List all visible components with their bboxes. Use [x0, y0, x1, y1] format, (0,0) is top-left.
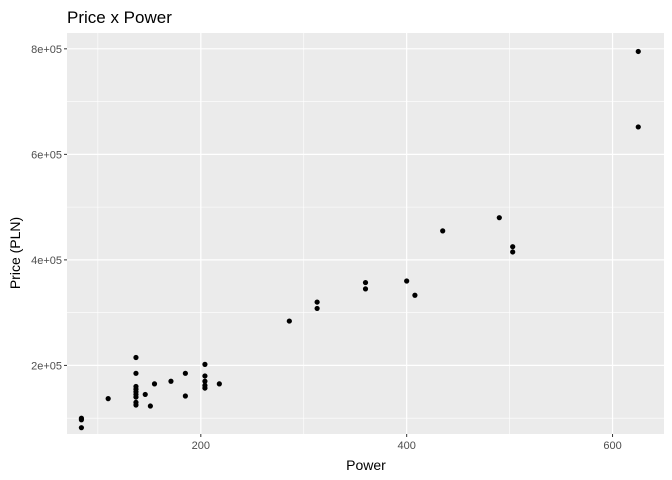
- data-point: [216, 381, 222, 387]
- y-tick-label: 6e+05: [31, 149, 62, 161]
- plot-panel: [67, 33, 664, 434]
- x-tick-label: 400: [397, 440, 415, 452]
- data-point: [314, 299, 320, 305]
- data-point: [362, 279, 369, 286]
- y-tick-label: 4e+05: [31, 255, 62, 267]
- data-point: [412, 292, 418, 298]
- data-point: [635, 124, 641, 130]
- x-axis-title: Power: [346, 457, 386, 473]
- y-tick-label: 2e+05: [31, 360, 62, 372]
- minor-gridlines: [67, 33, 664, 434]
- data-point: [202, 378, 208, 384]
- data-point: [202, 373, 208, 379]
- data-point: [105, 396, 111, 402]
- x-tick-label: 600: [603, 440, 621, 452]
- data-point: [151, 381, 158, 387]
- data-point: [202, 361, 208, 367]
- chart-title: Price x Power: [67, 8, 172, 27]
- x-tick-label: 200: [192, 440, 210, 452]
- major-gridlines: [67, 33, 664, 434]
- data-point: [510, 249, 516, 255]
- x-axis-ticks: 200 400 600: [192, 434, 622, 452]
- data-point: [362, 286, 369, 292]
- data-point: [147, 403, 153, 409]
- y-tick-label: 8e+05: [31, 44, 62, 56]
- data-point: [286, 318, 292, 324]
- y-axis-title: Price (PLN): [7, 217, 23, 289]
- data-point: [202, 385, 208, 391]
- data-point: [496, 215, 502, 221]
- data-point: [133, 354, 139, 361]
- data-point: [440, 228, 446, 234]
- data-point: [182, 370, 188, 376]
- data-point: [168, 378, 174, 384]
- data-point: [142, 391, 148, 398]
- data-point: [510, 244, 516, 250]
- data-point: [133, 402, 139, 408]
- data-point: [78, 425, 85, 431]
- data-point: [133, 394, 139, 400]
- data-points: [78, 48, 641, 431]
- data-point: [182, 393, 188, 399]
- data-point: [314, 305, 320, 312]
- data-point: [404, 278, 410, 284]
- data-point: [635, 48, 641, 55]
- data-point: [78, 417, 85, 423]
- data-point: [133, 370, 139, 376]
- y-axis-ticks: 2e+05 4e+05 6e+05 8e+05: [31, 44, 67, 372]
